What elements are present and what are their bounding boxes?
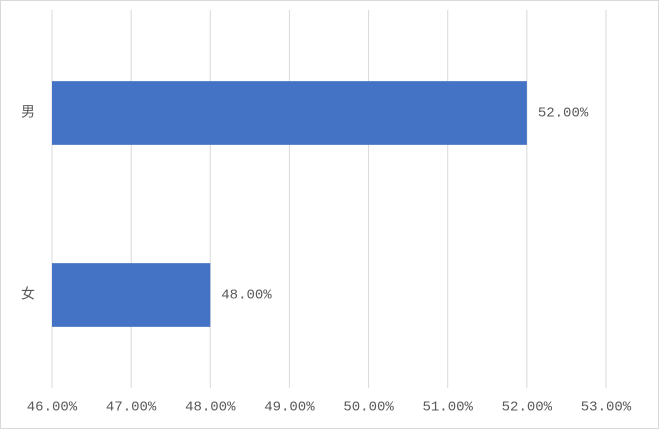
x-tick-label: 49.00% [264,400,315,416]
data-label: 52.00% [538,106,589,122]
x-tick-label: 53.00% [581,400,632,416]
data-label: 48.00% [221,288,272,304]
bar [52,263,211,327]
bar [52,81,527,145]
x-tick-label: 47.00% [106,400,157,416]
x-tick-label: 52.00% [502,400,553,416]
x-tick-label: 48.00% [185,400,236,416]
x-tick-label: 50.00% [343,400,394,416]
x-tick-label: 46.00% [27,400,78,416]
y-tick-label: 女 [21,286,35,304]
y-tick-label: 男 [21,106,35,122]
x-tick-label: 51.00% [423,400,474,416]
